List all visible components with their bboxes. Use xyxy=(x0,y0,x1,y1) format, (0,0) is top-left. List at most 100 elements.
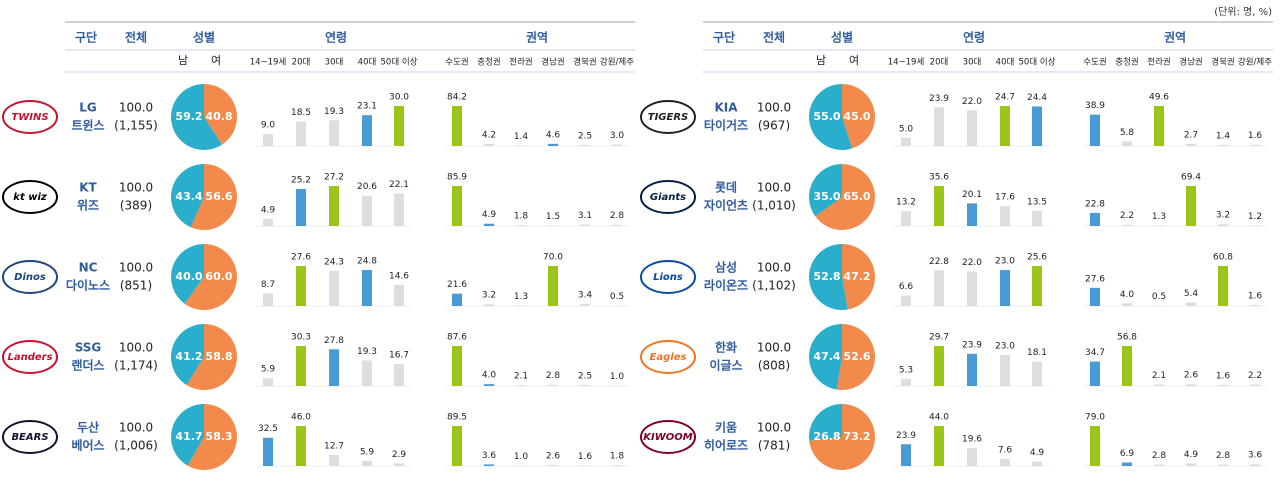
header-team: 구단 xyxy=(75,30,97,45)
bar xyxy=(329,349,339,386)
bar xyxy=(362,195,372,226)
region-label: 경북권 xyxy=(1211,57,1234,68)
gender-label: 여 xyxy=(849,54,859,67)
gender-label: 남 xyxy=(816,54,826,67)
team-name: 삼성 xyxy=(715,260,737,275)
bar xyxy=(1154,225,1164,226)
logo-badge xyxy=(640,180,696,214)
total: 100.0 xyxy=(757,261,791,275)
team-name: 두산 xyxy=(77,420,99,435)
bar-value: 18.5 xyxy=(291,108,311,118)
bar xyxy=(580,144,590,146)
bar xyxy=(1154,464,1164,466)
header-gender: 성별 xyxy=(831,30,853,45)
pie-value: 59.2 xyxy=(175,110,202,123)
age-label: 50대 이상 xyxy=(381,57,418,68)
age-label: 20대 xyxy=(930,58,949,68)
bar xyxy=(452,426,462,466)
bar xyxy=(263,293,273,306)
total: 100.0 xyxy=(119,341,153,355)
bar-value: 1.0 xyxy=(514,452,529,462)
bar-value: 24.4 xyxy=(1027,93,1047,103)
bar-value: 21.6 xyxy=(447,280,467,290)
bar xyxy=(1090,361,1100,386)
bar-value: 2.6 xyxy=(546,451,561,461)
bar xyxy=(329,186,339,226)
bar-value: 29.7 xyxy=(929,333,949,343)
bar xyxy=(1250,225,1260,226)
bar xyxy=(1090,426,1100,466)
bar-value: 19.3 xyxy=(324,107,344,117)
bar-value: 22.0 xyxy=(962,97,982,107)
bar xyxy=(1032,210,1042,226)
bar-value: 49.6 xyxy=(1149,93,1169,103)
bar-value: 4.9 xyxy=(482,210,497,220)
bar xyxy=(580,304,590,306)
bar-value: 12.7 xyxy=(324,441,344,451)
bar-value: 0.5 xyxy=(610,292,624,302)
bar-value: 5.9 xyxy=(261,365,276,375)
bar xyxy=(296,346,306,386)
pie-male xyxy=(170,404,204,466)
header-region: 권역 xyxy=(1164,30,1186,45)
bar-value: 2.6 xyxy=(1184,371,1199,381)
header-total: 전체 xyxy=(763,30,785,45)
pie-value: 73.2 xyxy=(843,430,870,443)
bar xyxy=(1154,384,1164,386)
bar-value: 25.6 xyxy=(1027,253,1047,263)
pie-value: 41.2 xyxy=(175,350,202,363)
bar-value: 6.6 xyxy=(899,282,914,292)
bar xyxy=(967,448,977,466)
bar xyxy=(263,134,273,146)
bar xyxy=(901,295,911,306)
pie-value: 58.3 xyxy=(205,430,232,443)
header-team: 구단 xyxy=(713,30,735,45)
bar xyxy=(484,384,494,386)
bar xyxy=(1122,303,1132,306)
bar xyxy=(901,444,911,466)
pie-male xyxy=(809,404,842,441)
bar-value: 5.3 xyxy=(899,365,913,375)
bar xyxy=(394,193,404,226)
bar xyxy=(516,385,526,386)
bar-value: 3.0 xyxy=(610,131,625,141)
logo-text: Dinos xyxy=(14,272,46,283)
team-name: 키움 xyxy=(715,420,737,435)
team-name: 라이온즈 xyxy=(704,278,748,293)
team-name: LG xyxy=(79,101,97,115)
bar-value: 27.2 xyxy=(324,173,344,183)
logo-text: Landers xyxy=(7,352,52,363)
pie-female xyxy=(190,164,238,230)
pie-male xyxy=(809,164,842,217)
bar xyxy=(1186,463,1196,466)
bar xyxy=(967,353,977,386)
bar xyxy=(1032,461,1042,466)
count: (1,006) xyxy=(114,439,158,453)
pie-value: 52.8 xyxy=(813,270,840,283)
bar xyxy=(362,360,372,386)
bar xyxy=(580,465,590,466)
bar xyxy=(452,106,462,146)
bar xyxy=(484,464,494,466)
bar-value: 19.3 xyxy=(357,347,377,357)
team-name: KT xyxy=(79,181,97,195)
bar-value: 89.5 xyxy=(447,413,467,423)
bar xyxy=(329,270,339,306)
pie-female xyxy=(842,84,876,149)
bar-value: 27.6 xyxy=(1085,274,1105,284)
bar-value: 27.8 xyxy=(324,336,344,346)
region-label: 전라권 xyxy=(1147,57,1170,68)
bar xyxy=(1032,106,1042,146)
pie-value: 55.0 xyxy=(813,110,840,123)
bar-value: 87.6 xyxy=(447,333,467,343)
bar xyxy=(548,464,558,466)
bar-value: 84.2 xyxy=(447,93,467,103)
bar-value: 4.9 xyxy=(1030,448,1045,458)
bar-value: 2.8 xyxy=(610,211,625,221)
bar xyxy=(296,188,306,226)
bar xyxy=(329,454,339,466)
bar-value: 1.6 xyxy=(1216,371,1231,381)
pie-value: 47.4 xyxy=(813,350,840,363)
bar-value: 1.8 xyxy=(610,452,625,462)
bar-value: 2.7 xyxy=(1184,130,1198,140)
